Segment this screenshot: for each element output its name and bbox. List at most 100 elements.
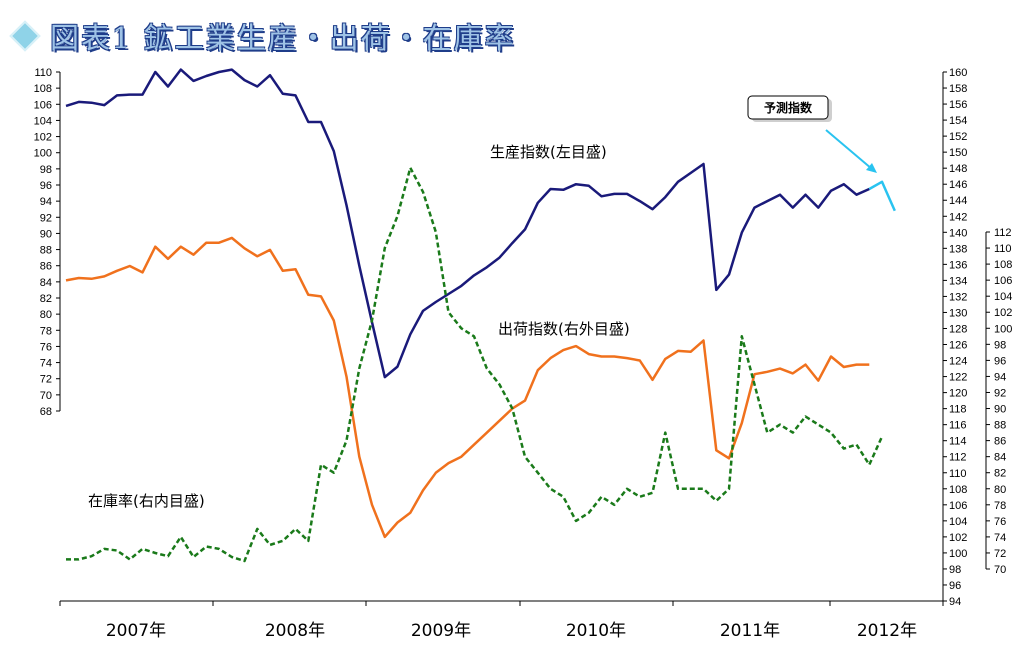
callout-box	[747, 95, 829, 120]
right-axis-tick-label: 128	[949, 323, 967, 335]
axes-group	[59, 72, 987, 602]
left-axis-tick-label: 80	[40, 309, 52, 321]
right-axis-ticks: 94 96 98 100 102 104 106 108 110 112 114 116 118 120 1…	[943, 67, 967, 608]
left-axis-tick-label: 110	[34, 67, 52, 79]
outer-right-axis-tick-label: 96	[994, 355, 1006, 367]
right-axis-tick-label: 150	[949, 147, 967, 159]
left-axis-tick-label: 86	[40, 261, 52, 273]
annotation-shipment: 出荷指数(右外目盛)	[498, 320, 630, 338]
outer-right-axis-tick-label: 76	[994, 516, 1006, 528]
right-axis-tick-label: 156	[949, 99, 967, 111]
right-axis-tick-label: 124	[949, 356, 967, 368]
right-axis-tick-label: 160	[949, 67, 967, 79]
left-axis-tick-label: 108	[34, 83, 52, 95]
x-axis-year-label: 2011年	[720, 621, 780, 641]
right-axis-tick-label: 108	[949, 484, 967, 496]
outer-right-axis-tick-label: 100	[994, 323, 1012, 335]
outer-right-axis-tick-label: 82	[994, 468, 1006, 480]
x-axis-year-label: 2012年	[857, 621, 917, 641]
series-line-0	[65, 68, 870, 379]
right-axis-tick-label: 146	[949, 179, 967, 191]
left-axis-ticks: 68 70 72 74 76 78 80 82 84 86 88 90 92 94 96 98 100 102 10…	[34, 67, 60, 418]
outer-right-axis-tick-label: 90	[994, 404, 1006, 416]
x-axis-year-label: 2009年	[411, 621, 471, 641]
outer-right-axis-tick-label: 84	[994, 452, 1006, 464]
left-axis-tick-label: 106	[34, 99, 52, 111]
annotation-production: 生産指数(左目盛)	[490, 143, 607, 161]
x-axis-year-label: 2007年	[106, 621, 166, 641]
callout-label: 予測指数	[764, 100, 813, 115]
right-axis-tick-label: 114	[949, 436, 967, 448]
left-axis-tick-label: 92	[40, 212, 52, 224]
right-axis-tick-label: 122	[949, 372, 967, 384]
series-line-1	[868, 180, 896, 212]
right-axis-tick-label: 106	[949, 500, 967, 512]
left-axis-tick-label: 84	[40, 277, 52, 289]
outer-right-axis-tick-label: 102	[994, 307, 1012, 319]
outer-right-axis-tick-label: 80	[994, 484, 1006, 496]
forecast-callout: 予測指数	[747, 95, 877, 173]
right-axis-tick-label: 94	[949, 596, 961, 608]
right-axis-tick-label: 100	[949, 548, 967, 560]
series-layer	[65, 68, 896, 563]
right-axis-tick-label: 138	[949, 243, 967, 255]
right-axis-tick-label: 134	[949, 275, 967, 287]
annotation-inventory: 在庫率(右内目盛)	[88, 492, 205, 510]
series-line-2	[65, 236, 870, 539]
right-axis-tick-label: 140	[949, 227, 967, 239]
left-axis-tick-label: 68	[40, 406, 52, 418]
outer-right-axis-tick-label: 92	[994, 387, 1006, 399]
right-axis-tick-label: 130	[949, 307, 967, 319]
outer-right-axis-tick-label: 106	[994, 275, 1012, 287]
outer-right-axis-tick-label: 78	[994, 500, 1006, 512]
outer-right-axis-tick-label: 112	[994, 227, 1012, 239]
series-line-3	[66, 166, 884, 563]
outer-right-axis-tick-label: 108	[994, 259, 1012, 271]
outer-right-axis-tick-label: 70	[994, 564, 1006, 576]
outer-right-axis-tick-label: 110	[994, 243, 1012, 255]
right-axis-tick-label: 112	[949, 452, 967, 464]
left-axis-tick-label: 90	[40, 228, 52, 240]
right-axis-tick-label: 118	[949, 404, 967, 416]
outer-right-axis-tick-label: 74	[994, 532, 1006, 544]
left-axis-tick-label: 82	[40, 293, 52, 305]
outer-right-axis-tick-label: 72	[994, 548, 1006, 560]
x-axis-year-label: 2008年	[265, 621, 325, 641]
left-axis-tick-label: 94	[40, 196, 52, 208]
right-axis-tick-label: 116	[949, 420, 967, 432]
left-axis-tick-label: 78	[40, 325, 52, 337]
callout-arrow-line	[825, 129, 873, 170]
right-axis-tick-label: 126	[949, 340, 967, 352]
outer-right-axis-tick-label: 94	[994, 371, 1006, 383]
left-axis-tick-label: 74	[40, 358, 52, 370]
outer-right-axis-tick-label: 104	[994, 291, 1012, 303]
outer-right-axis-tick-label: 88	[994, 420, 1006, 432]
left-axis-tick-label: 76	[40, 341, 52, 353]
right-axis-tick-label: 98	[949, 564, 961, 576]
right-axis-tick-label: 158	[949, 83, 967, 95]
chart-title-block: 図表1 鉱工業生産・出荷・在庫率	[8, 14, 516, 58]
right-axis-tick-label: 136	[949, 259, 967, 271]
outer-right-axis-tick-label: 86	[994, 436, 1006, 448]
right-axis-tick-label: 120	[949, 388, 967, 400]
left-axis-tick-label: 102	[34, 132, 52, 144]
right-axis-tick-label: 104	[949, 516, 967, 528]
callout-arrowhead	[866, 163, 877, 173]
outer-right-axis-tick-label: 98	[994, 339, 1006, 351]
chart-title: 図表1 鉱工業生産・出荷・在庫率	[50, 21, 516, 55]
right-axis-tick-label: 144	[949, 195, 967, 207]
x-axis-year-label: 2010年	[566, 621, 626, 641]
left-axis-tick-label: 70	[40, 390, 52, 402]
right-axis-tick-label: 152	[949, 131, 967, 143]
right-axis-tick-label: 96	[949, 580, 961, 592]
left-axis-tick-label: 98	[40, 164, 52, 176]
left-axis-tick-label: 72	[40, 374, 52, 386]
outer-right-axis-ticks: 70 72 74 76 78 80 82 84 86 88 90 92 94 96 98 100 102 104 1…	[986, 227, 1012, 576]
right-axis-tick-label: 148	[949, 163, 967, 175]
left-axis-tick-label: 104	[34, 115, 52, 127]
left-axis-tick-label: 100	[34, 148, 52, 160]
right-axis-tick-label: 154	[949, 115, 967, 127]
left-axis-tick-label: 96	[40, 180, 52, 192]
left-axis-tick-label: 88	[40, 245, 52, 257]
